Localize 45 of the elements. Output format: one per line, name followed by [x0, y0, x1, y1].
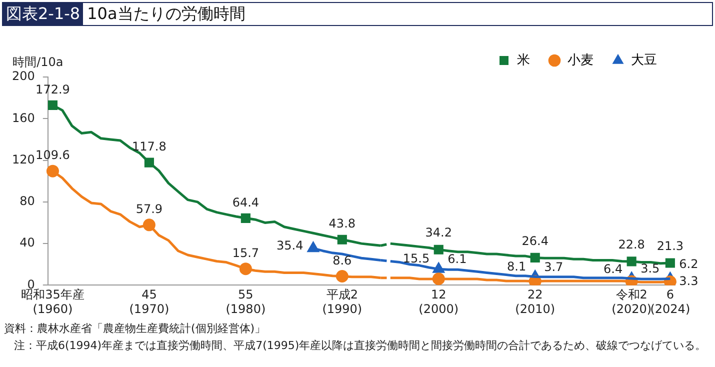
data-label: 22.8 [618, 238, 645, 252]
data-label: 3.3 [679, 274, 698, 288]
x-tick-label: 6 (2024) [650, 288, 690, 316]
data-label: 8.1 [507, 259, 526, 274]
point [46, 164, 59, 178]
y-tick-label: 200 [12, 69, 35, 84]
x-tick-label: 55 (1980) [226, 288, 266, 316]
y-tick-label: 120 [12, 152, 35, 166]
x-tick-label: 昭和35年産 (1960) [21, 288, 84, 316]
data-label: 15.5 [402, 251, 430, 266]
point [48, 100, 58, 110]
data-label: 6.4 [603, 262, 623, 276]
point [665, 258, 675, 268]
data-label: 57.9 [136, 202, 163, 216]
text: 注：平成6(1994)年産までは直接労働時間、平成7(1995)年産以降は直接労働時間と間接労働時間の合計であるため、破線でつなげている。 [13, 338, 708, 354]
x-tick-label: 45 (1970) [129, 288, 170, 316]
y-tick-label: 40 [20, 236, 35, 250]
data-label: 64.4 [232, 195, 260, 210]
data-label: 172.9 [36, 82, 70, 96]
point [308, 242, 319, 252]
data-label: 3.5 [640, 262, 660, 276]
legend-label: 米 [517, 52, 530, 68]
data-label: 6.1 [448, 252, 467, 266]
data-label: 3.7 [544, 260, 564, 274]
data-label: 117.8 [132, 140, 166, 154]
x-tick-label: 令和2 (2020) [612, 288, 652, 316]
y-tick-label: 80 [20, 194, 35, 208]
data-label: 26.4 [522, 234, 548, 248]
chart-title: 図表2-1-8 10a当たりの労働時間 [5, 3, 246, 25]
y-axis-title: 時間/10a [12, 55, 64, 70]
data-label: 6.2 [679, 257, 698, 272]
data-label: 8.6 [332, 253, 352, 268]
text: 資料：農林水産省「農産物生産費統計(個別経営体)」 [4, 321, 267, 337]
data-label: 34.2 [425, 226, 452, 240]
data-label: 35.4 [276, 238, 304, 252]
data-label: 43.8 [328, 216, 356, 231]
legend-label: 小麦 [568, 52, 594, 68]
x-tick-label: 平成2 (1990) [322, 288, 362, 316]
data-label: 15.7 [232, 246, 260, 260]
legend-label: 大豆 [631, 52, 657, 68]
data-label: 21.3 [656, 239, 684, 254]
y-tick-label: 160 [12, 110, 35, 125]
data-label: 109.6 [36, 148, 70, 162]
x-tick-label: 12 (2000) [418, 288, 459, 316]
x-tick-label: 22 (2010) [515, 288, 556, 316]
